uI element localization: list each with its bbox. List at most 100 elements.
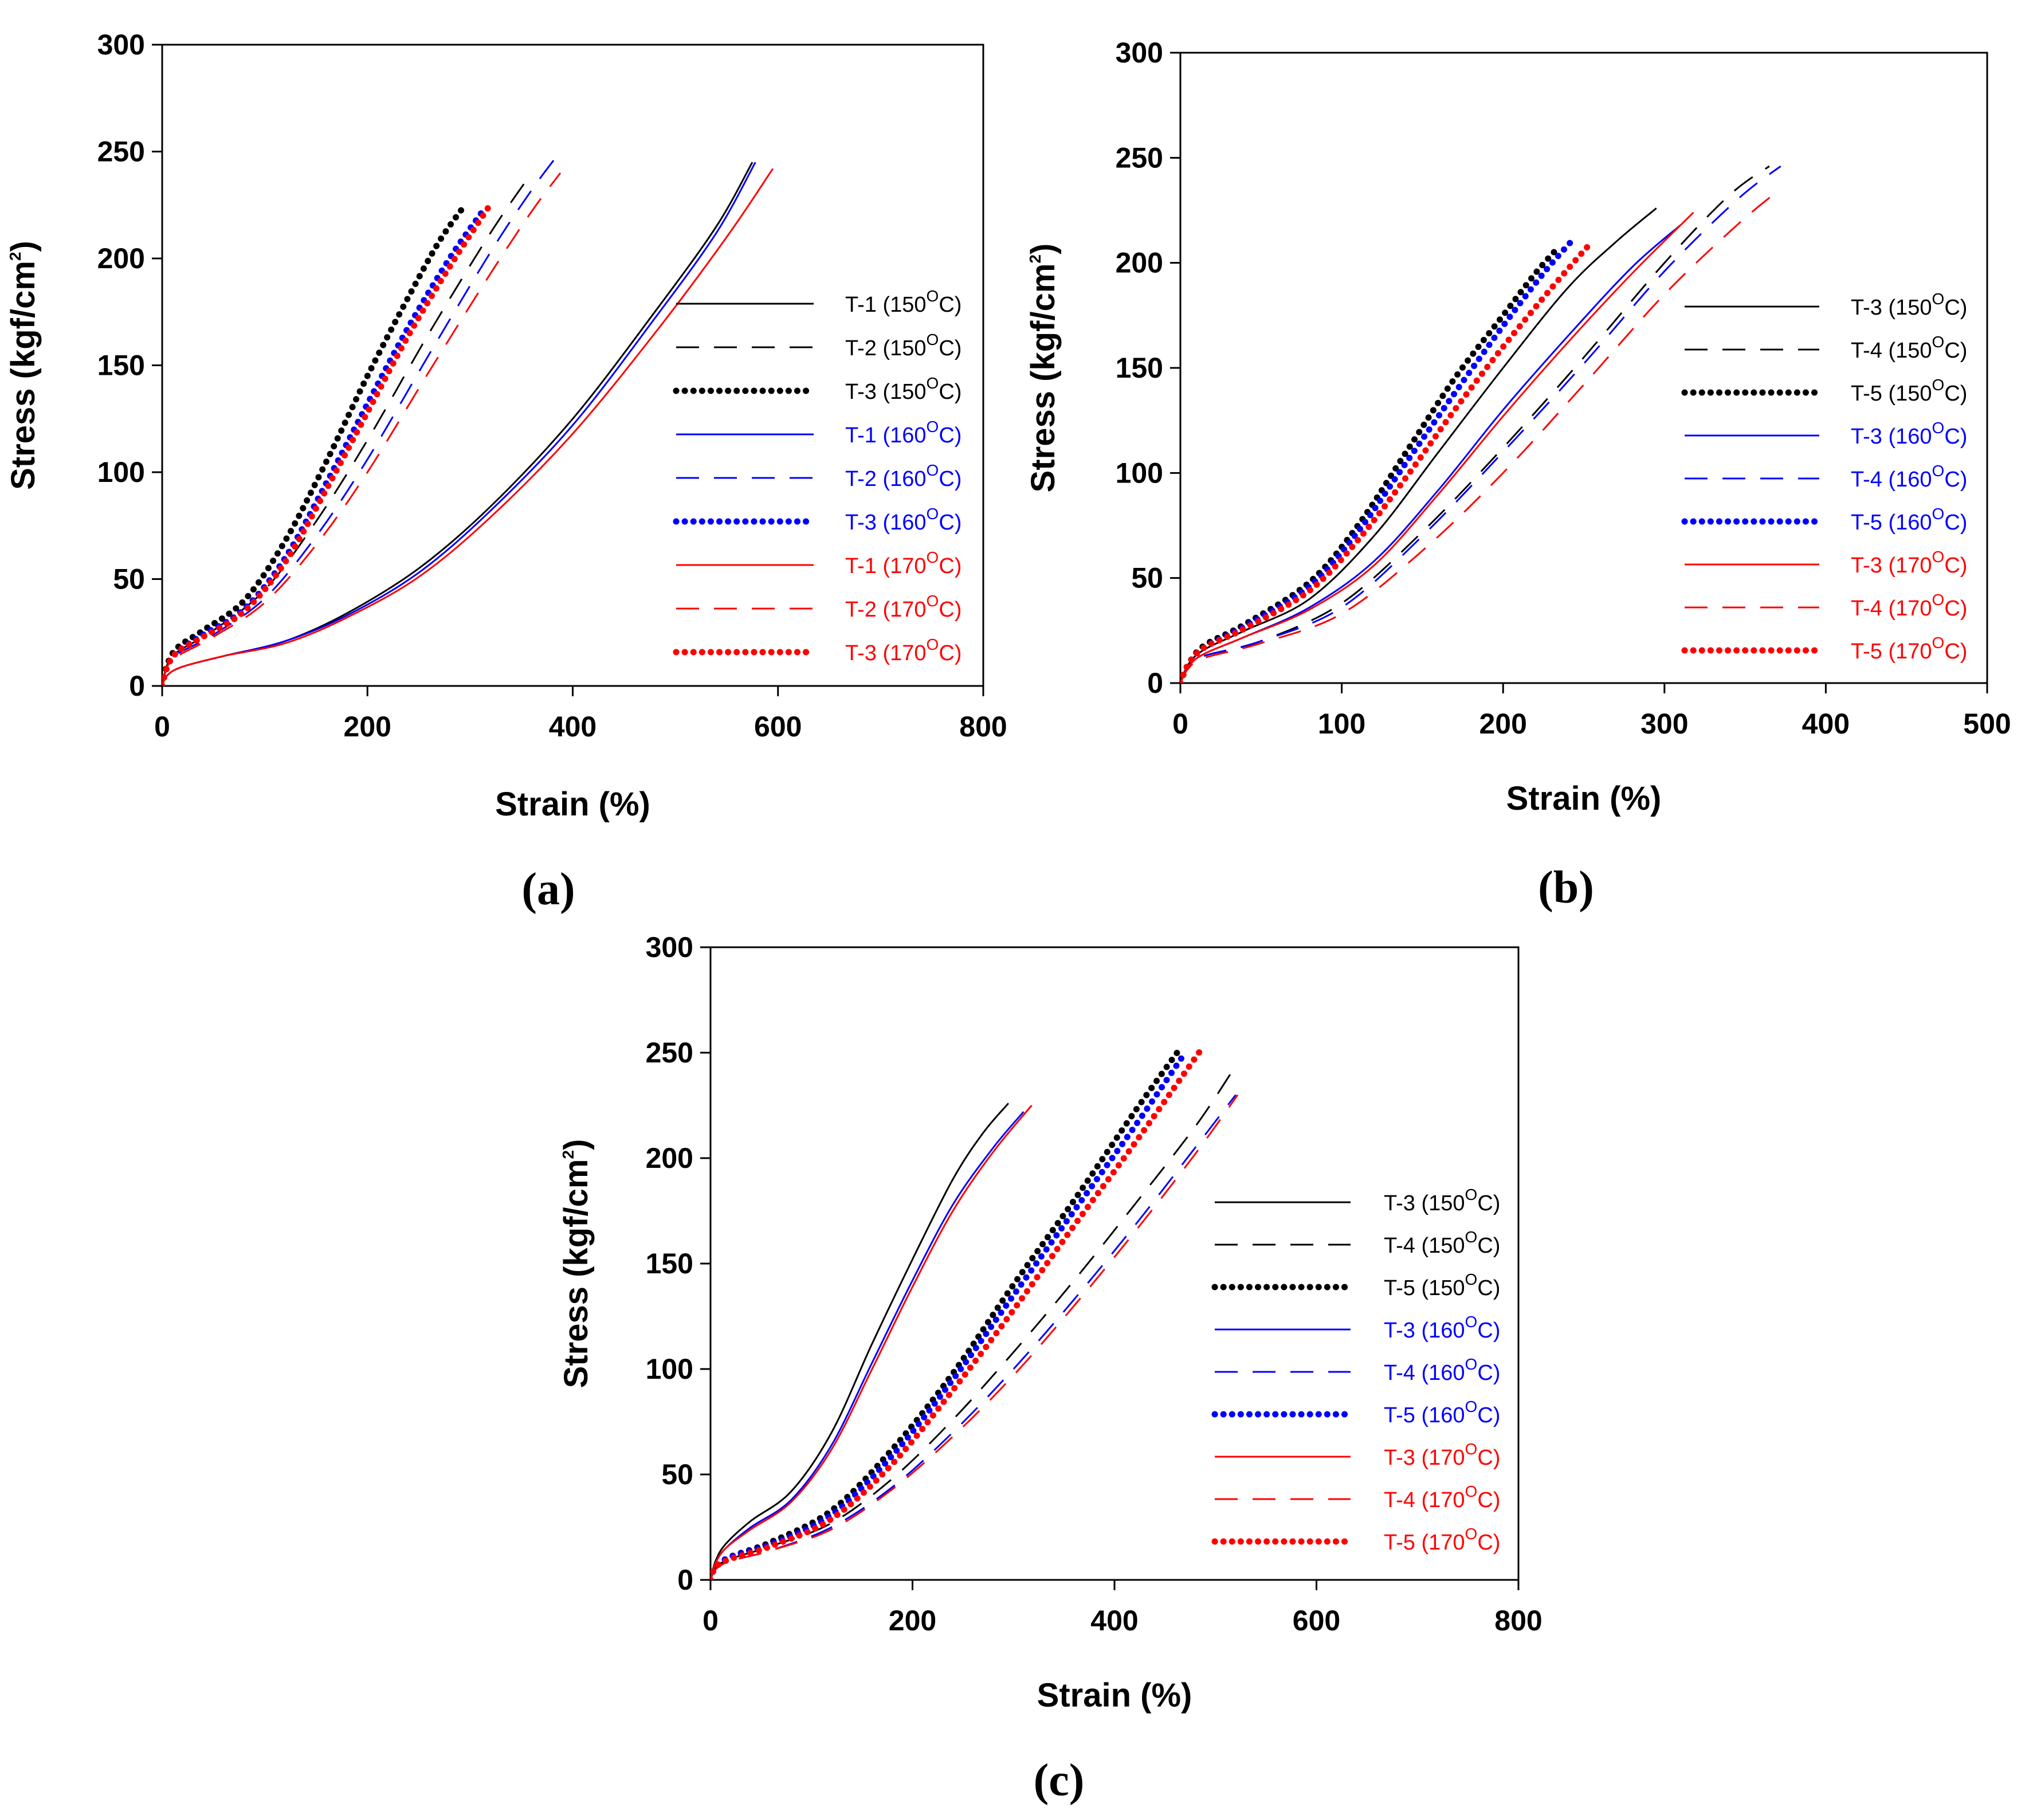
legend-unit: C) (939, 598, 961, 622)
x-tick-label: 400 (1090, 1605, 1138, 1637)
legend-entry: T-2 (170OC) (845, 592, 961, 622)
legend: T-1 (150OC)T-2 (150OC)T-3 (150OC)T-1 (16… (673, 287, 961, 665)
x-tick-label: 0 (702, 1605, 719, 1637)
legend-degree: O (1932, 591, 1945, 609)
legend-degree: O (1932, 634, 1945, 652)
legend-unit: C) (939, 554, 961, 578)
legend-unit: C) (1944, 296, 1967, 320)
series-line-t-3-150c (1180, 207, 1657, 683)
series-group (711, 1043, 1239, 1580)
legend-series-name: T-1 (170 (845, 554, 927, 578)
y-tick-label: 100 (97, 456, 145, 488)
x-axis-title: Strain (%) (495, 786, 650, 823)
legend-series-name: T-5 (170 (1851, 640, 1932, 664)
y-axis-title-main: Stress (kgf/cm (558, 1159, 595, 1388)
y-tick-label: 300 (1116, 37, 1163, 69)
legend-series-name: T-5 (150 (1384, 1276, 1465, 1300)
legend-series-name: T-3 (160 (1851, 425, 1932, 449)
legend-degree: O (1465, 1313, 1478, 1331)
x-tick-label: 200 (1479, 708, 1526, 740)
x-axis-title: Strain (%) (1037, 1677, 1192, 1714)
x-tick-label: 800 (959, 711, 1007, 743)
y-tick-label: 0 (1147, 667, 1163, 699)
y-tick-label: 300 (97, 29, 145, 61)
legend-degree: O (1465, 1482, 1478, 1500)
legend-series-name: T-4 (170 (1851, 597, 1932, 621)
x-tick-label: 100 (1318, 708, 1365, 740)
legend-unit: C) (939, 511, 961, 535)
y-tick-label: 150 (646, 1248, 693, 1280)
legend-series-name: T-2 (170 (845, 598, 927, 622)
series-line-t-5-170c (1180, 238, 1595, 683)
legend-entry: T-5 (170OC) (1384, 1525, 1500, 1555)
legend-unit: C) (939, 293, 961, 317)
y-tick-label: 200 (646, 1142, 693, 1174)
legend-series-name: T-1 (160 (845, 423, 927, 448)
legend-unit: C) (1944, 554, 1967, 578)
y-tick-label: 250 (1116, 142, 1163, 174)
series-line-t-3-150c (162, 202, 468, 686)
legend: T-3 (150OC)T-4 (150OC)T-5 (150OC)T-3 (16… (1211, 1186, 1500, 1555)
legend-degree: O (927, 331, 939, 348)
series-group (1180, 165, 1781, 683)
legend-degree: O (1465, 1440, 1478, 1458)
legend-entry: T-2 (150OC) (845, 331, 961, 360)
legend-entry: T-1 (170OC) (845, 548, 961, 578)
legend-series-name: T-2 (160 (845, 467, 927, 491)
legend-unit: C) (1944, 382, 1967, 406)
legend-entry: T-3 (170OC) (1851, 548, 1967, 578)
y-tick-label: 50 (661, 1458, 693, 1490)
series-group (162, 151, 774, 686)
legend-unit: C) (939, 641, 961, 665)
legend-degree: O (1932, 376, 1945, 394)
legend-degree: O (1932, 419, 1945, 437)
legend-unit: C) (1944, 425, 1967, 449)
chart-panel-b: 0 50 100 150 200 250 300 0 100 200 300 400 500 Strain… (1025, 37, 2011, 913)
chart-panel-a: 0 50 100 150 200 250 300 0 200 400 600 800 Strain (%… (5, 29, 1007, 915)
legend-degree: O (1465, 1228, 1478, 1246)
legend-series-name: T-3 (170 (845, 641, 927, 665)
legend-unit: C) (1944, 511, 1967, 535)
legend-series-name: T-2 (150 (845, 336, 927, 360)
y-tick-label: 0 (677, 1564, 693, 1596)
series-line-t-3-170c (162, 204, 492, 686)
legend-unit: C) (1477, 1531, 1500, 1555)
legend-entry: T-4 (170OC) (1851, 591, 1967, 621)
legend-degree: O (1932, 548, 1945, 566)
legend-degree: O (1932, 462, 1945, 480)
legend-series-name: T-4 (160 (1384, 1361, 1465, 1385)
x-tick-label: 200 (889, 1605, 936, 1637)
legend-series-name: T-5 (160 (1851, 511, 1932, 535)
y-tick-label: 300 (646, 931, 693, 963)
y-tick-label: 200 (1116, 247, 1163, 279)
y-tick-label: 0 (129, 670, 145, 702)
legend-unit: C) (1477, 1276, 1500, 1300)
legend-entry: T-5 (150OC) (1851, 376, 1967, 406)
y-tick-label: 100 (1116, 457, 1163, 489)
x-tick-label: 300 (1640, 708, 1688, 740)
y-tick-label: 50 (1131, 562, 1163, 594)
chart-panel-c: 0 50 100 150 200 250 300 0 200 400 600 800 Strain (%… (558, 931, 1543, 1806)
legend-series-name: T-4 (170 (1384, 1488, 1465, 1512)
legend-unit: C) (1944, 597, 1967, 621)
legend-degree: O (927, 592, 939, 610)
legend-unit: C) (939, 423, 961, 448)
legend-degree: O (1465, 1186, 1478, 1203)
legend-series-name: T-4 (150 (1384, 1234, 1465, 1258)
legend-entry: T-3 (170OC) (845, 636, 961, 665)
legend-entry: T-3 (150OC) (845, 374, 961, 404)
legend-entry: T-4 (170OC) (1384, 1482, 1500, 1512)
y-axis-title-sup: 2 (559, 1150, 577, 1159)
legend-degree: O (1465, 1525, 1478, 1543)
legend-entry: T-3 (150OC) (1851, 290, 1967, 320)
legend-series-name: T-3 (150 (1851, 296, 1932, 320)
legend-unit: C) (1477, 1191, 1500, 1215)
series-line-t-3-170c (711, 1105, 1033, 1580)
legend-unit: C) (1477, 1319, 1500, 1343)
y-axis-title-tail: ) (1025, 244, 1062, 254)
series-line-t-5-150c (711, 1045, 1184, 1580)
legend-unit: C) (1477, 1488, 1500, 1512)
legend-entry: T-5 (160OC) (1384, 1398, 1500, 1427)
x-axis-title: Strain (%) (1506, 780, 1662, 817)
